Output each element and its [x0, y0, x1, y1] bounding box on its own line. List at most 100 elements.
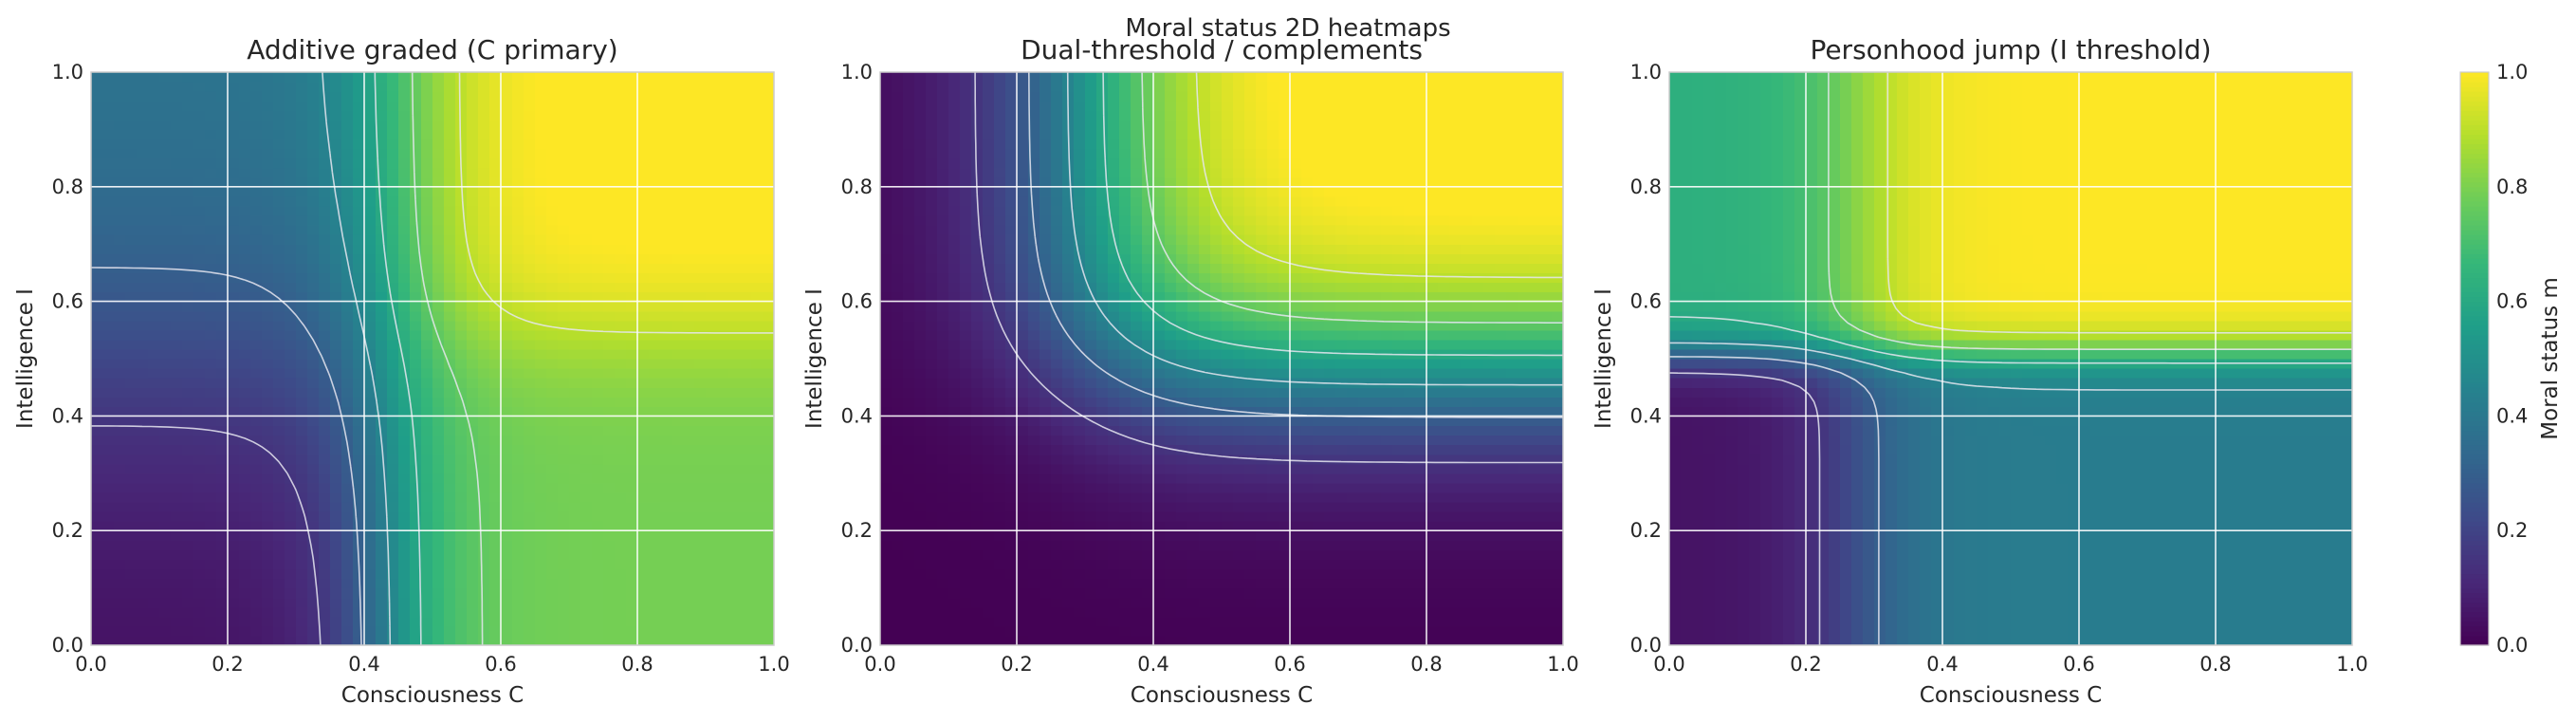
- heatmap-cell: [535, 473, 547, 484]
- heatmap-cell: [880, 559, 892, 570]
- heatmap-cell: [603, 463, 616, 474]
- heatmap-cell: [376, 521, 388, 531]
- heatmap-cell: [903, 635, 915, 646]
- heatmap-cell: [512, 310, 524, 322]
- heatmap-cell: [489, 301, 502, 312]
- heatmap-cell: [740, 359, 752, 369]
- heatmap-cell: [1335, 635, 1348, 646]
- heatmap-cell: [319, 110, 331, 120]
- heatmap-cell: [903, 597, 915, 608]
- heatmap-cell: [285, 339, 297, 350]
- x-tick-label: 0.0: [75, 653, 106, 676]
- heatmap-cell: [273, 463, 285, 474]
- heatmap-cell: [1552, 625, 1564, 637]
- heatmap-cell: [1552, 511, 1564, 522]
- heatmap-cell: [467, 272, 479, 284]
- heatmap-cell: [1040, 606, 1052, 618]
- heatmap-cell: [535, 416, 547, 427]
- heatmap-cell: [102, 559, 115, 570]
- heatmap-cell: [444, 225, 456, 235]
- heatmap-cell: [364, 82, 377, 92]
- heatmap-cell: [880, 549, 892, 560]
- heatmap-cell: [1142, 511, 1154, 522]
- heatmap-cell: [1438, 511, 1450, 522]
- heatmap-cell: [580, 463, 593, 474]
- heatmap-cell: [1244, 530, 1257, 541]
- heatmap-cell: [376, 120, 388, 130]
- heatmap-cell: [763, 291, 775, 303]
- heatmap-cell: [1085, 635, 1097, 646]
- heatmap-cell: [262, 329, 274, 341]
- heatmap-cell: [524, 540, 536, 550]
- heatmap-cell: [994, 578, 1006, 589]
- heatmap-cell: [182, 244, 194, 254]
- heatmap-cell: [455, 378, 468, 388]
- heatmap-cell: [1370, 491, 1382, 503]
- heatmap-cell: [159, 120, 172, 130]
- heatmap-cell: [148, 301, 160, 312]
- heatmap-cell: [763, 186, 775, 197]
- heatmap-cell: [926, 635, 938, 646]
- heatmap-cell: [569, 502, 581, 512]
- heatmap-cell: [330, 406, 342, 417]
- heatmap-cell: [137, 301, 149, 312]
- heatmap-cell: [216, 511, 229, 522]
- heatmap-cell: [706, 568, 718, 580]
- heatmap-cell: [728, 578, 741, 589]
- heatmap-cell: [239, 320, 251, 331]
- heatmap-cell: [740, 148, 752, 159]
- heatmap-cell: [1267, 587, 1279, 599]
- heatmap-cell: [159, 110, 172, 120]
- heatmap-cell: [114, 568, 126, 580]
- heatmap-cell: [1119, 502, 1132, 512]
- heatmap-cell: [467, 587, 479, 599]
- heatmap-cell: [569, 635, 581, 646]
- heatmap-cell: [205, 215, 217, 226]
- heatmap-cell: [926, 540, 938, 550]
- heatmap-cell: [1335, 616, 1348, 627]
- heatmap-cell: [455, 215, 468, 226]
- heatmap-cell: [341, 587, 354, 599]
- heatmap-cell: [114, 597, 126, 608]
- heatmap-cell: [512, 91, 524, 102]
- heatmap-cell: [683, 301, 695, 312]
- heatmap-cell: [880, 454, 892, 465]
- heatmap-cell: [751, 129, 764, 140]
- heatmap-cell: [524, 549, 536, 560]
- heatmap-cell: [1131, 597, 1143, 608]
- heatmap-cell: [114, 329, 126, 341]
- heatmap-cell: [171, 387, 183, 398]
- heatmap-cell: [250, 606, 263, 618]
- heatmap-cell: [1404, 444, 1416, 455]
- heatmap-cell: [1381, 511, 1393, 522]
- heatmap-cell: [1415, 597, 1427, 608]
- heatmap-cell: [717, 568, 729, 580]
- heatmap-cell: [706, 234, 718, 245]
- heatmap-cell: [892, 616, 904, 627]
- heatmap-cell: [740, 282, 752, 293]
- heatmap-cell: [1552, 473, 1564, 484]
- heatmap-cell: [1483, 473, 1496, 484]
- heatmap-cell: [250, 502, 263, 512]
- heatmap-cell: [1210, 530, 1223, 541]
- heatmap-cell: [1267, 511, 1279, 522]
- heatmap-cell: [501, 310, 513, 322]
- heatmap-cell: [1108, 549, 1120, 560]
- heatmap-cell: [501, 167, 513, 178]
- heatmap-cell: [171, 158, 183, 169]
- heatmap-cell: [524, 253, 536, 264]
- heatmap-cell: [637, 167, 650, 178]
- heatmap-cell: [102, 482, 115, 493]
- heatmap-cell: [273, 91, 285, 102]
- heatmap-cell: [1051, 463, 1063, 474]
- heatmap-cell: [376, 234, 388, 245]
- heatmap-cell: [983, 540, 995, 550]
- heatmap-cell: [1028, 625, 1040, 637]
- heatmap-cell: [1483, 521, 1496, 531]
- heatmap-cell: [353, 597, 365, 608]
- heatmap-cell: [364, 540, 377, 550]
- heatmap-cell: [751, 482, 764, 493]
- heatmap-cell: [1404, 597, 1416, 608]
- heatmap-cell: [1347, 587, 1359, 599]
- heatmap-cell: [546, 606, 559, 618]
